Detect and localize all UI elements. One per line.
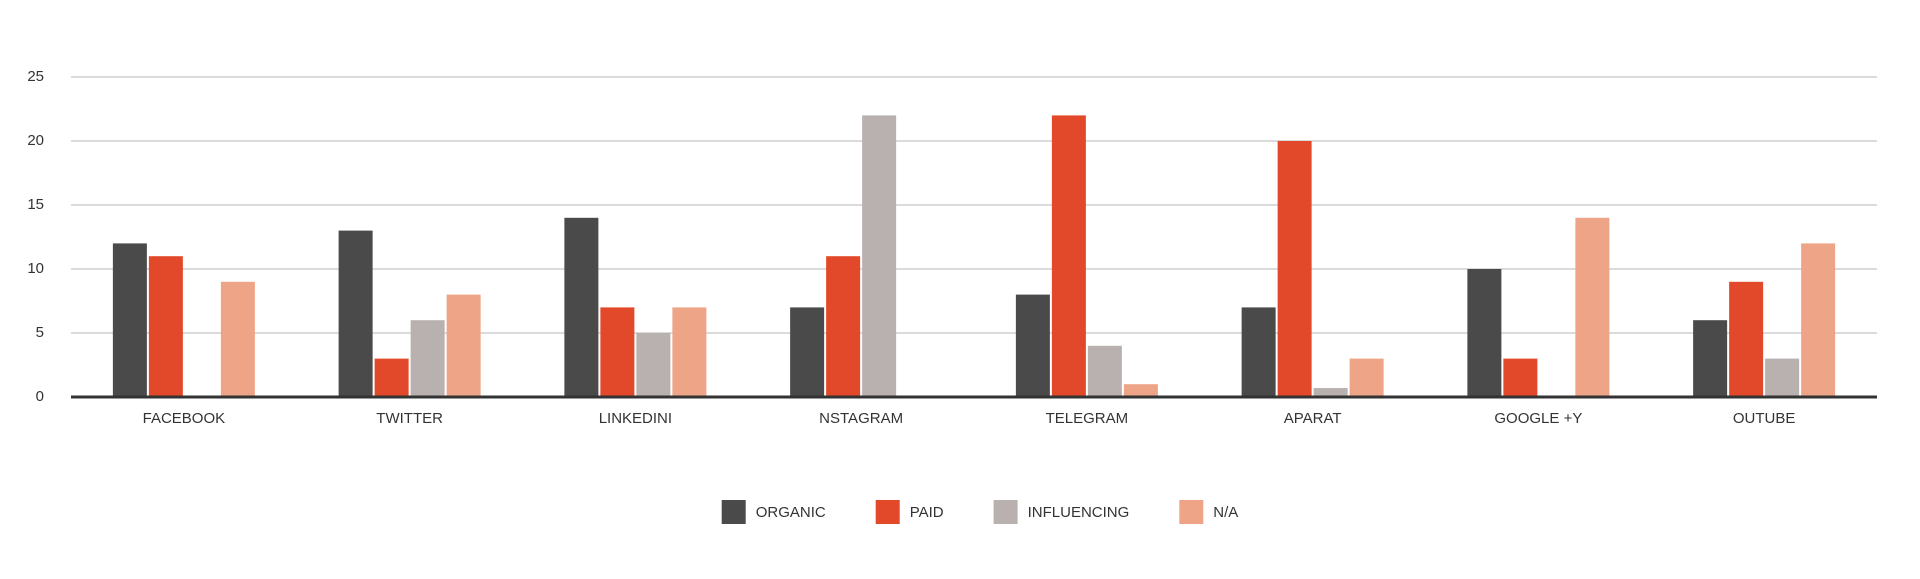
bar xyxy=(1503,358,1538,397)
legend-swatch xyxy=(993,500,1018,524)
legend-label: PAID xyxy=(910,504,944,521)
legend-swatch xyxy=(721,500,746,524)
bar xyxy=(220,281,255,397)
y-tick-label: 15 xyxy=(27,196,44,213)
y-tick-label: 25 xyxy=(27,68,44,85)
bar xyxy=(636,333,671,397)
bar xyxy=(1693,320,1728,397)
legend-label: N/A xyxy=(1213,504,1238,521)
bar xyxy=(1349,358,1384,397)
x-tick-label: OUTUBE xyxy=(1733,410,1796,427)
legend-swatch xyxy=(875,500,900,524)
bar xyxy=(1801,243,1836,397)
bar xyxy=(410,320,445,397)
bar xyxy=(600,307,635,397)
bar xyxy=(1241,307,1276,397)
bar xyxy=(672,307,707,397)
bar xyxy=(1467,269,1502,397)
x-tick-label: FACEBOOK xyxy=(143,410,226,427)
legend-label: ORGANIC xyxy=(756,504,826,521)
bar xyxy=(826,256,861,397)
x-tick-label: GOOGLE +Y xyxy=(1494,410,1582,427)
y-tick-label: 20 xyxy=(27,132,44,149)
bar xyxy=(338,230,373,397)
x-tick-label: TWITTER xyxy=(376,410,443,427)
bar xyxy=(1575,217,1610,397)
y-tick-label: 0 xyxy=(36,388,44,405)
y-tick-label: 10 xyxy=(27,260,44,277)
bar xyxy=(1313,388,1348,397)
x-tick-label: TELEGRAM xyxy=(1046,410,1129,427)
x-tick-label: LINKEDINI xyxy=(599,410,672,427)
bar xyxy=(1051,115,1086,398)
bar xyxy=(1277,141,1312,397)
x-tick-label: NSTAGRAM xyxy=(819,410,903,427)
bar xyxy=(112,243,147,397)
bar xyxy=(1765,358,1800,397)
bar xyxy=(374,358,409,397)
legend: ORGANIC PAID INFLUENCING N/A xyxy=(721,500,1238,524)
x-tick-label: APARAT xyxy=(1284,410,1342,427)
legend-label: INFLUENCING xyxy=(1028,504,1130,521)
bar xyxy=(1123,384,1158,397)
y-tick-label: 5 xyxy=(36,324,44,341)
bar xyxy=(1087,345,1122,397)
bar xyxy=(446,294,481,397)
bar xyxy=(564,217,599,397)
bar xyxy=(790,307,825,397)
bar xyxy=(1729,281,1764,397)
bar xyxy=(862,115,897,398)
bar xyxy=(1015,294,1050,397)
legend-swatch xyxy=(1179,500,1204,524)
bar xyxy=(148,256,183,397)
